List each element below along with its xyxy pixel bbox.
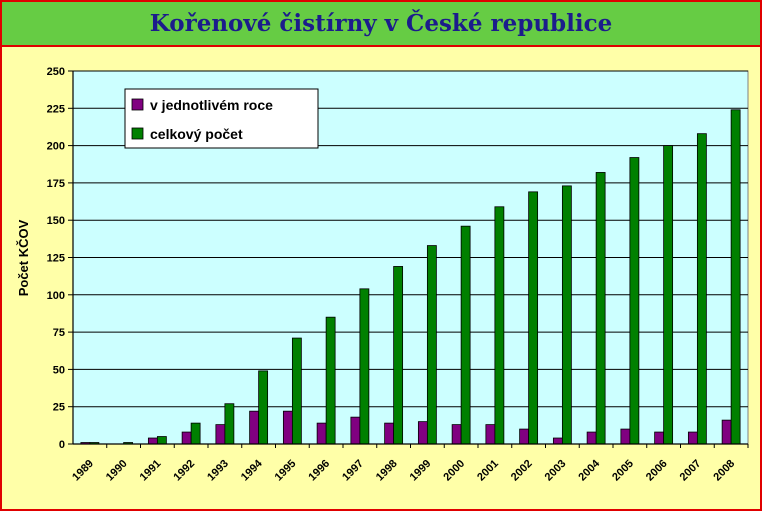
bar-annual <box>384 422 395 445</box>
y-tick-label: 75 <box>53 327 65 339</box>
y-tick-label: 125 <box>47 253 65 265</box>
bar-annual <box>586 431 597 445</box>
bar-annual <box>519 428 530 445</box>
y-tick-label: 0 <box>59 439 65 451</box>
bar-total <box>426 245 437 445</box>
y-axis-label: Počet KČOV <box>16 219 31 296</box>
bar-annual <box>485 424 496 445</box>
bar-annual <box>721 419 732 445</box>
x-tick-label: 2004 <box>576 457 602 483</box>
bar-annual <box>654 431 665 445</box>
bar-total <box>258 370 269 445</box>
x-tick-label: 2008 <box>711 458 737 484</box>
bar-annual <box>181 431 192 445</box>
bar-annual <box>417 421 428 445</box>
bar-total <box>291 337 302 445</box>
bar-total <box>629 157 640 445</box>
x-tick-label: 1992 <box>171 458 197 484</box>
legend-label: v jednotlivém roce <box>150 97 273 113</box>
bar-annual <box>687 431 698 445</box>
y-tick-label: 175 <box>47 178 65 190</box>
legend-swatch <box>131 127 144 140</box>
x-tick-label: 1998 <box>374 458 400 484</box>
legend: v jednotlivém roce celkový počet <box>124 88 319 149</box>
x-tick-label: 1999 <box>408 458 434 484</box>
bar-total <box>359 288 370 445</box>
bar-total <box>696 133 707 445</box>
x-tick-label: 1996 <box>306 458 332 484</box>
bar-total <box>494 206 505 445</box>
bar-total <box>561 185 572 445</box>
bar-annual <box>451 424 462 445</box>
y-tick-label: 25 <box>53 402 65 414</box>
x-tick-label: 2007 <box>678 458 704 484</box>
x-tick-label: 1993 <box>205 458 231 484</box>
bar-total <box>595 172 606 445</box>
x-tick-label: 2003 <box>543 458 569 484</box>
bar-annual <box>282 410 293 445</box>
legend-label: celkový počet <box>150 126 243 142</box>
bar-annual <box>552 437 563 445</box>
bar-total <box>393 266 404 445</box>
x-tick-label: 2005 <box>610 458 636 484</box>
bar-total <box>190 422 201 445</box>
bar-annual <box>350 416 361 445</box>
bar-annual <box>215 424 226 445</box>
bar-total <box>325 316 336 445</box>
y-tick-label: 100 <box>47 290 65 302</box>
bar-annual <box>147 437 158 445</box>
bar-total <box>528 191 539 445</box>
x-tick-label: 1994 <box>239 457 265 483</box>
bar-total <box>663 145 674 445</box>
x-tick-label: 1995 <box>273 458 299 484</box>
y-tick-label: 50 <box>53 364 65 376</box>
chart-title: Kořenové čistírny v České republice <box>149 10 613 37</box>
legend-box <box>124 88 319 149</box>
x-tick-label: 1990 <box>104 458 130 484</box>
y-tick-label: 150 <box>47 215 65 227</box>
legend-swatch <box>131 98 144 111</box>
bar-annual <box>620 428 631 445</box>
x-tick-label: 1991 <box>138 458 164 484</box>
y-tick-label: 200 <box>47 141 65 153</box>
x-tick-label: 1997 <box>340 458 366 484</box>
x-tick-label: 2002 <box>509 458 535 484</box>
plot-area: 0 25 50 75 100 125 150 175 200 225 250 1989 1990 1991… <box>47 66 749 484</box>
bar-total <box>460 225 471 445</box>
x-tick-label: 2006 <box>644 458 670 484</box>
bar-total <box>224 403 235 445</box>
bar-total <box>156 436 167 445</box>
y-tick-label: 250 <box>47 66 65 78</box>
bar-annual <box>316 422 327 445</box>
bar-annual <box>249 410 260 445</box>
bar-total <box>730 109 741 445</box>
x-tick-label: 2001 <box>475 458 501 484</box>
title-band: Kořenové čistírny v České republice <box>2 2 760 47</box>
x-tick-label: 1989 <box>70 458 96 484</box>
x-tick-label: 2000 <box>441 458 467 484</box>
y-tick-label: 225 <box>47 103 65 115</box>
